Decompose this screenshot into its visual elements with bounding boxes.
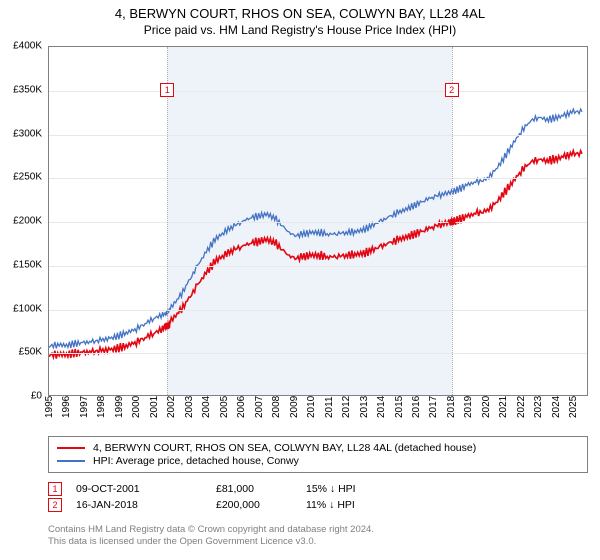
legend: 4, BERWYN COURT, RHOS ON SEA, COLWYN BAY… (48, 436, 588, 473)
y-tick-label: £300K (13, 128, 42, 139)
title-sub: Price paid vs. HM Land Registry's House … (0, 23, 600, 37)
x-tick-label: 2005 (219, 396, 230, 418)
title-main: 4, BERWYN COURT, RHOS ON SEA, COLWYN BAY… (0, 6, 600, 21)
x-tick-label: 1995 (44, 396, 55, 418)
y-tick-label: £50K (19, 347, 42, 358)
x-tick-label: 1999 (114, 396, 125, 418)
sales-pct: 11% ↓ HPI (306, 499, 426, 511)
legend-row: HPI: Average price, detached house, Conw… (57, 455, 579, 467)
x-tick-label: 2021 (498, 396, 509, 418)
x-tick-label: 2001 (149, 396, 160, 418)
x-axis: 1995199619971998199920002001200220032004… (48, 398, 588, 432)
x-tick-label: 2017 (428, 396, 439, 418)
legend-label: HPI: Average price, detached house, Conw… (93, 455, 299, 467)
grid-line (49, 310, 587, 311)
shade-edge (167, 47, 168, 395)
legend-swatch (57, 460, 85, 462)
grid-line (49, 178, 587, 179)
x-tick-label: 2018 (446, 396, 457, 418)
sales-marker: 2 (48, 498, 62, 512)
sales-date: 16-JAN-2018 (76, 499, 216, 511)
x-tick-label: 2003 (184, 396, 195, 418)
chart-container: 4, BERWYN COURT, RHOS ON SEA, COLWYN BAY… (0, 0, 600, 560)
x-tick-label: 2019 (463, 396, 474, 418)
x-tick-label: 2008 (271, 396, 282, 418)
x-tick-label: 1998 (96, 396, 107, 418)
x-tick-label: 2002 (166, 396, 177, 418)
grid-line (49, 353, 587, 354)
x-tick-label: 2006 (236, 396, 247, 418)
x-tick-label: 1997 (79, 396, 90, 418)
y-tick-label: £200K (13, 216, 42, 227)
x-tick-label: 2010 (306, 396, 317, 418)
x-tick-label: 1996 (61, 396, 72, 418)
grid-line (49, 266, 587, 267)
legend-label: 4, BERWYN COURT, RHOS ON SEA, COLWYN BAY… (93, 442, 476, 454)
x-tick-label: 2014 (376, 396, 387, 418)
x-tick-label: 2020 (481, 396, 492, 418)
x-tick-label: 2009 (289, 396, 300, 418)
grid-line (49, 222, 587, 223)
plot-area: 12 (48, 46, 588, 396)
sales-price: £81,000 (216, 483, 306, 495)
title-block: 4, BERWYN COURT, RHOS ON SEA, COLWYN BAY… (0, 0, 600, 39)
y-tick-label: £400K (13, 41, 42, 52)
x-tick-label: 2015 (394, 396, 405, 418)
footnote: Contains HM Land Registry data © Crown c… (48, 524, 588, 549)
sales-date: 09-OCT-2001 (76, 483, 216, 495)
x-tick-label: 2016 (411, 396, 422, 418)
sale-marker-box: 2 (445, 83, 459, 97)
grid-line (49, 135, 587, 136)
sales-price: £200,000 (216, 499, 306, 511)
sale-dot (164, 323, 171, 330)
sales-row: 2 16-JAN-2018£200,00011% ↓ HPI (48, 498, 588, 512)
sale-dot (448, 219, 455, 226)
y-tick-label: £250K (13, 172, 42, 183)
x-tick-label: 2004 (201, 396, 212, 418)
x-tick-label: 2022 (516, 396, 527, 418)
x-tick-label: 2023 (533, 396, 544, 418)
footnote-line-2: This data is licensed under the Open Gov… (48, 536, 588, 548)
x-tick-label: 2007 (254, 396, 265, 418)
sales-row: 1 09-OCT-2001£81,00015% ↓ HPI (48, 482, 588, 496)
x-tick-label: 2000 (131, 396, 142, 418)
legend-row: 4, BERWYN COURT, RHOS ON SEA, COLWYN BAY… (57, 442, 579, 454)
x-tick-label: 2024 (551, 396, 562, 418)
x-tick-label: 2012 (341, 396, 352, 418)
x-tick-label: 2013 (359, 396, 370, 418)
x-tick-label: 2025 (568, 396, 579, 418)
y-tick-label: £100K (13, 303, 42, 314)
y-tick-label: £150K (13, 259, 42, 270)
y-tick-label: £350K (13, 84, 42, 95)
x-tick-label: 2011 (324, 396, 335, 418)
series-property (49, 151, 582, 359)
series-hpi (49, 109, 582, 348)
sale-marker-box: 1 (160, 83, 174, 97)
sales-table: 1 09-OCT-2001£81,00015% ↓ HPI 2 16-JAN-2018… (48, 480, 588, 514)
legend-swatch (57, 447, 85, 449)
footnote-line-1: Contains HM Land Registry data © Crown c… (48, 524, 588, 536)
sales-pct: 15% ↓ HPI (306, 483, 426, 495)
y-tick-label: £0 (31, 391, 42, 402)
sales-marker: 1 (48, 482, 62, 496)
y-axis: £0£50K£100K£150K£200K£250K£300K£350K£400… (0, 46, 46, 396)
grid-line (49, 91, 587, 92)
